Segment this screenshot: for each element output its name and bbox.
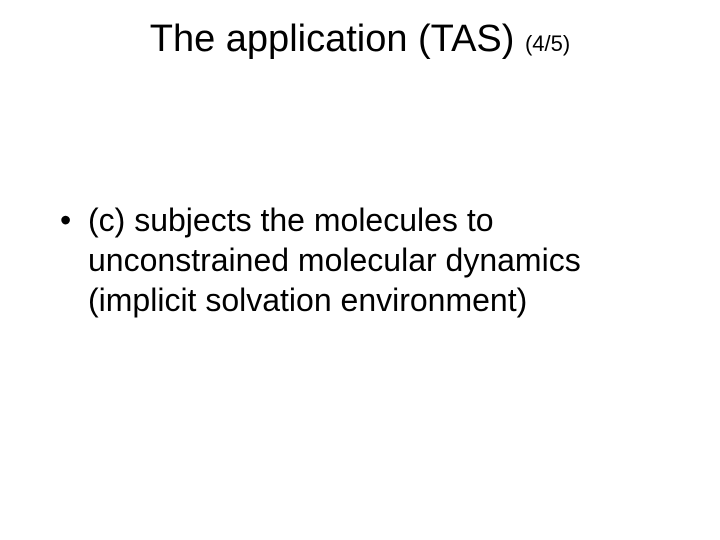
slide-title: The application (TAS) (4/5) xyxy=(0,18,720,61)
slide: The application (TAS) (4/5) • (c) subjec… xyxy=(0,0,720,540)
bullet-marker: • xyxy=(60,200,88,240)
title-main: The application (TAS) xyxy=(150,18,525,60)
title-sub: (4/5) xyxy=(525,31,570,56)
slide-body: • (c) subjects the molecules to unconstr… xyxy=(60,200,660,320)
bullet-text: (c) subjects the molecules to unconstrai… xyxy=(88,200,660,320)
bullet-item: • (c) subjects the molecules to unconstr… xyxy=(60,200,660,320)
